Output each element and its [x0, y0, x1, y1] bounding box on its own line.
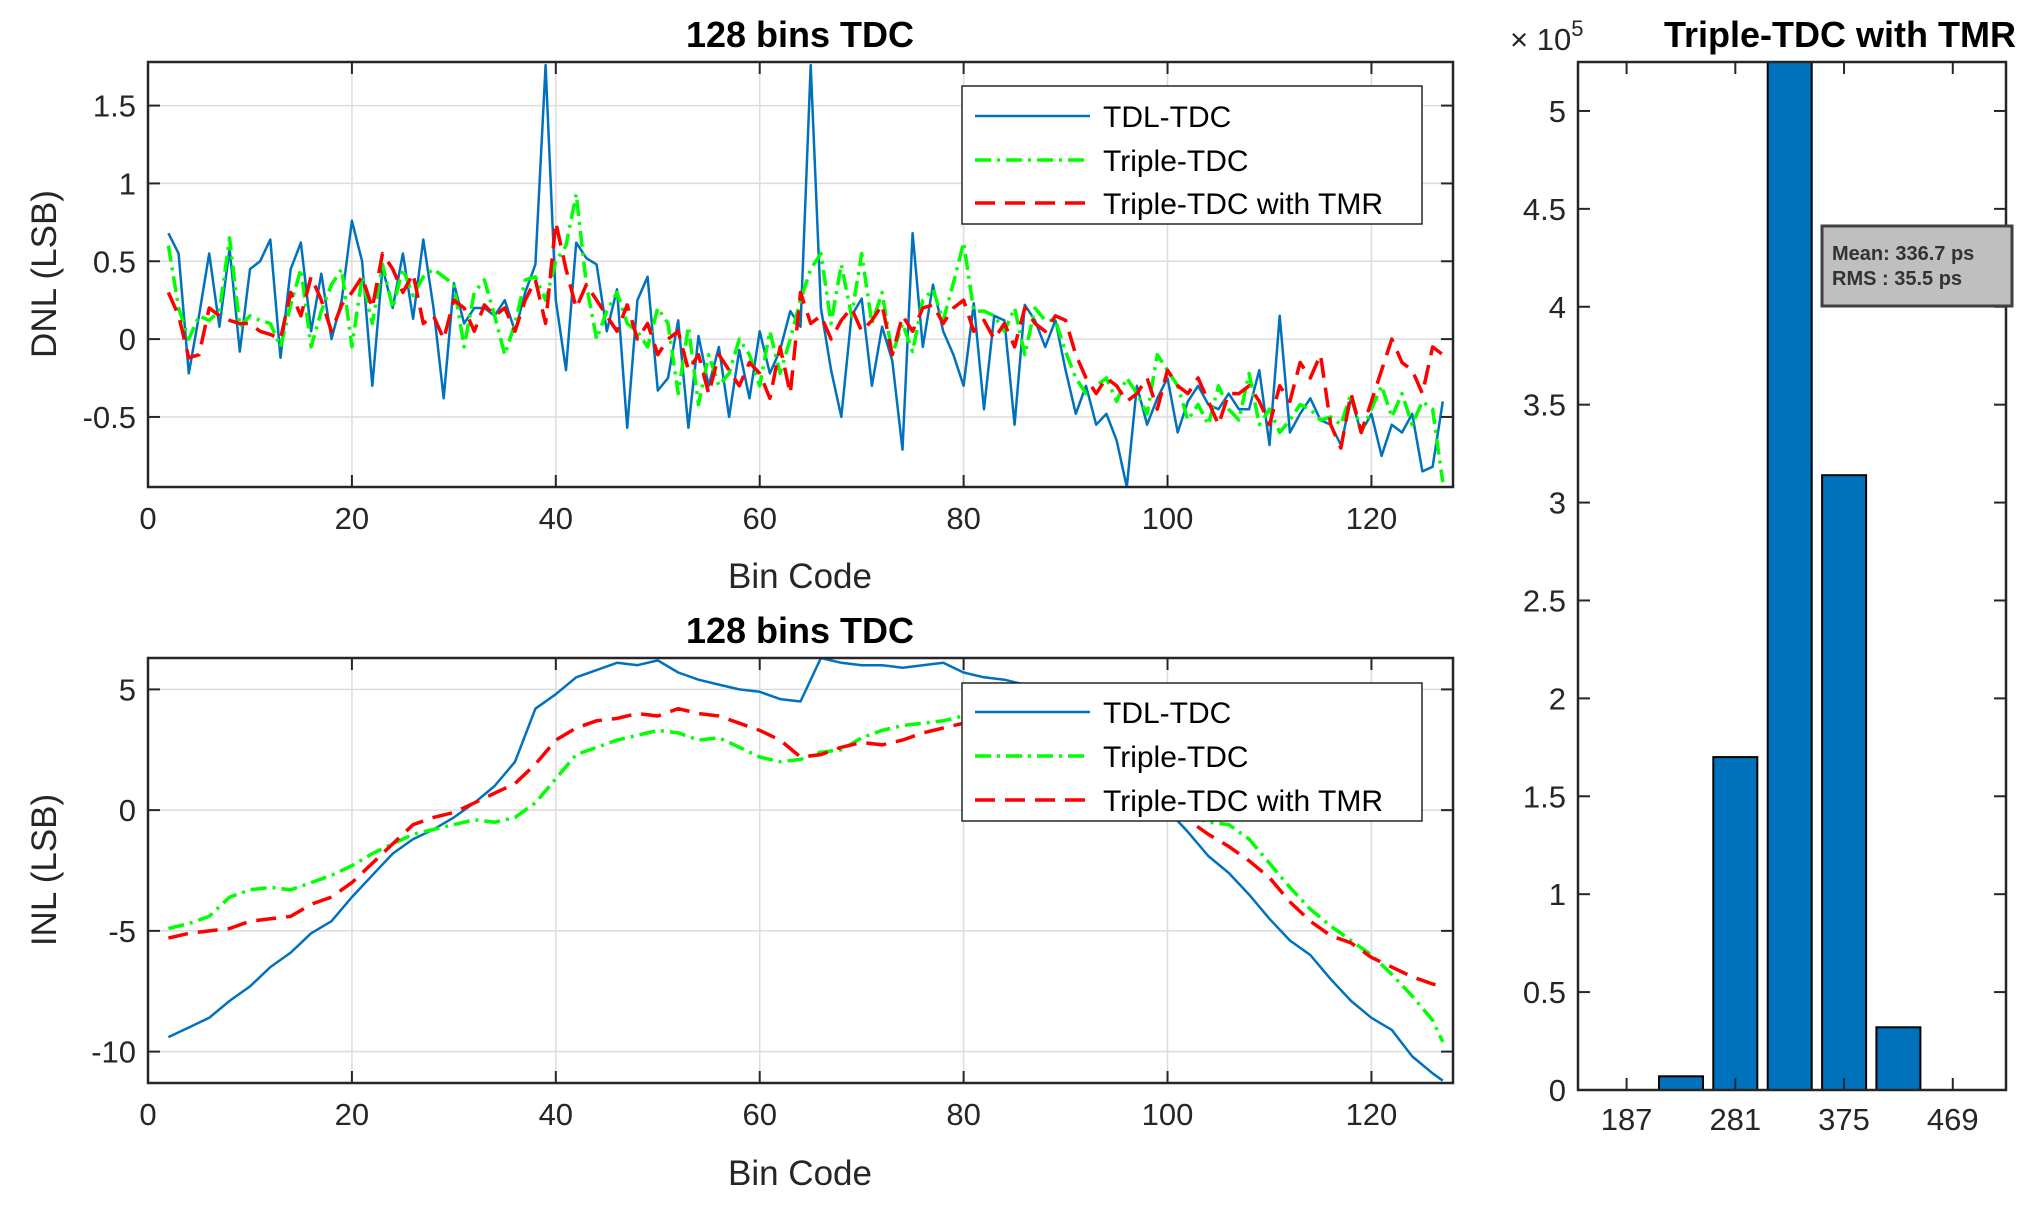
inl-xlabel: Bin Code	[728, 1154, 872, 1193]
inl-title: 128 bins TDC	[686, 610, 914, 651]
dnl-frame	[146, 60, 1455, 489]
dnl-legend: TDL-TDC Triple-TDC Triple-TDC with TMR	[961, 85, 1423, 225]
histogram-ytick-label: 2	[1549, 681, 1566, 716]
inl-x-tick-labels: 0 20 40 60 80 100 120	[139, 658, 1397, 1132]
dnl-triple-tdc-tmr-line	[166, 220, 1444, 450]
dnl-ytick-label: -0.5	[83, 400, 136, 435]
dnl-ylabel: DNL (LSB)	[25, 190, 64, 358]
stats-annotation: Mean: 336.7 ps RMS : 35.5 ps	[1820, 224, 2014, 308]
dnl-grid	[148, 62, 1453, 487]
histogram-ytick-label: 3.5	[1523, 388, 1566, 423]
stats-mean-text: Mean: 336.7 ps	[1832, 243, 1974, 265]
inl-xtick-label: 60	[742, 1097, 776, 1132]
histogram-xtick-label: 281	[1709, 1102, 1761, 1137]
inl-xtick-label: 20	[335, 1097, 369, 1132]
histogram-ytick-label: 4.5	[1523, 192, 1566, 227]
dnl-xtick-label: 120	[1346, 501, 1398, 536]
histogram-xtick-label: 375	[1818, 1102, 1870, 1137]
inl-xtick-label: 40	[539, 1097, 573, 1132]
dnl-series-group	[166, 63, 1445, 487]
dnl-xtick-label: 60	[742, 501, 776, 536]
dnl-legend-label-tdl: TDL-TDC	[1103, 101, 1231, 134]
histogram-ytick-label: 1.5	[1523, 779, 1566, 814]
histogram-exponent: × 105	[1510, 16, 1583, 57]
dnl-ytick-label: 0	[119, 322, 136, 357]
dnl-triple-tdc-line	[166, 192, 1445, 483]
dnl-title: 128 bins TDC	[686, 14, 914, 55]
inl-legend-box	[961, 682, 1423, 822]
histogram-bar	[1658, 1075, 1704, 1092]
histogram-y-tick-labels: 0 0.5 1 1.5 2 2.5 3 3.5 4 4.5 5	[1523, 94, 2006, 1108]
inl-tdl-tdc-line	[167, 658, 1444, 1082]
dnl-ytick-label: 0.5	[93, 244, 136, 279]
dnl-xtick-label: 20	[335, 501, 369, 536]
inl-axes: 128 bins TDC TDL-TDC Triple-TDC Triple-T…	[25, 610, 1455, 1193]
dnl-xtick-label: 100	[1142, 501, 1194, 536]
inl-y-tick-labels: -10 -5 0 5	[91, 672, 1453, 1070]
dnl-xtick-label: 40	[539, 501, 573, 536]
dnl-xtick-label: 0	[139, 501, 156, 536]
histogram-frame	[1576, 60, 2008, 1092]
inl-frame	[146, 656, 1455, 1085]
stats-annotation-box	[1820, 224, 2014, 308]
inl-xtick-label: 100	[1142, 1097, 1194, 1132]
histogram-ytick-label: 3	[1549, 486, 1566, 521]
histogram-ytick-label: 0.5	[1523, 975, 1566, 1010]
histogram-axes: × 105 Triple-TDC with TMR 187 281 375 469 0…	[1510, 14, 2016, 1137]
histogram-bar	[1875, 1026, 1922, 1092]
histogram-ytick-label: 2.5	[1523, 583, 1566, 618]
inl-triple-tdc-tmr-line	[167, 706, 1444, 989]
dnl-y-tick-labels: -0.5 0 0.5 1 1.5	[83, 89, 1453, 435]
inl-ytick-label: -10	[91, 1035, 136, 1070]
inl-xtick-label: 0	[139, 1097, 156, 1132]
histogram-bar	[1821, 474, 1868, 1091]
inl-ytick-label: -5	[108, 914, 136, 949]
histogram-bar	[1766, 61, 1813, 1091]
inl-legend-label-tdl: TDL-TDC	[1103, 697, 1231, 730]
inl-xtick-label: 80	[946, 1097, 980, 1132]
histogram-bars	[1658, 61, 1922, 1092]
histogram-ytick-label: 4	[1549, 290, 1566, 325]
histogram-bar	[1712, 756, 1759, 1091]
histogram-x-tick-labels: 187 281 375 469	[1601, 62, 1979, 1137]
dnl-ytick-label: 1.5	[93, 89, 136, 124]
inl-legend-label-tmr: Triple-TDC with TMR	[1103, 785, 1383, 818]
inl-ytick-label: 0	[119, 793, 136, 828]
histogram-ytick-label: 1	[1549, 877, 1566, 912]
dnl-xlabel: Bin Code	[728, 557, 872, 596]
inl-legend-label-triple: Triple-TDC	[1103, 741, 1249, 774]
dnl-tdl-tdc-line	[167, 63, 1445, 487]
histogram-title: Triple-TDC with TMR	[1664, 14, 2016, 55]
dnl-legend-box	[961, 85, 1423, 225]
histogram-exponent-power: 5	[1571, 16, 1583, 41]
dnl-axes: 128 bins TDC 0 20 40 60 80 100 120 -0.5 0 0.5 1 1.…	[25, 14, 1455, 596]
inl-ytick-label: 5	[119, 672, 136, 707]
histogram-xtick-label: 469	[1927, 1102, 1979, 1137]
histogram-xtick-label: 187	[1601, 1102, 1653, 1137]
dnl-ytick-label: 1	[119, 166, 136, 201]
inl-series-group	[167, 658, 1445, 1082]
dnl-legend-label-triple: Triple-TDC	[1103, 145, 1249, 178]
inl-xtick-label: 120	[1346, 1097, 1398, 1132]
histogram-exponent-base: × 10	[1510, 22, 1571, 57]
histogram-ytick-label: 5	[1549, 94, 1566, 129]
histogram-ytick-label: 0	[1549, 1073, 1566, 1108]
inl-legend: TDL-TDC Triple-TDC Triple-TDC with TMR	[961, 682, 1423, 822]
dnl-xtick-label: 80	[946, 501, 980, 536]
stats-rms-text: RMS : 35.5 ps	[1832, 268, 1962, 290]
inl-ylabel: INL (LSB)	[25, 794, 64, 946]
dnl-legend-label-tmr: Triple-TDC with TMR	[1103, 188, 1383, 221]
dnl-x-tick-labels: 0 20 40 60 80 100 120	[139, 62, 1397, 536]
